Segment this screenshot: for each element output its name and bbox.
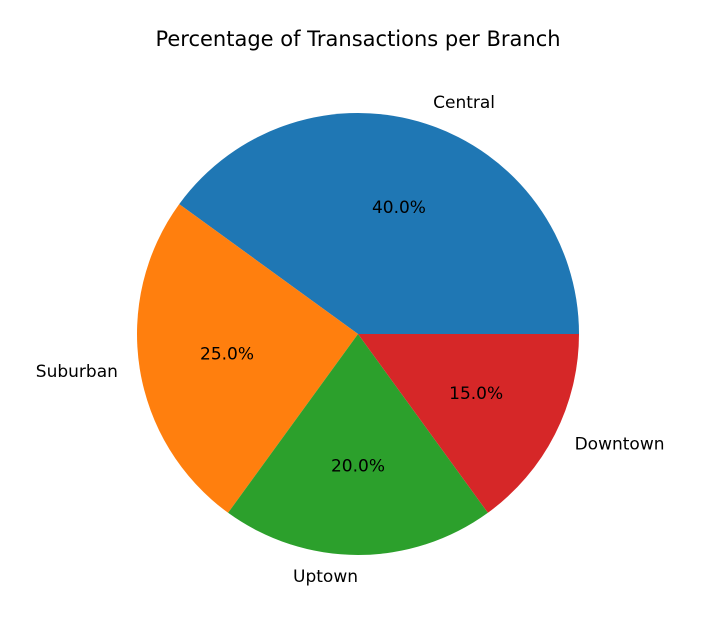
pct-label-downtown: 15.0% [449,384,503,404]
pct-label-central: 40.0% [372,198,426,218]
pie-slice-central [179,113,579,334]
pie-slice-uptown [228,334,488,556]
slice-label-uptown: Uptown [293,567,358,587]
pie-slice-suburban [137,204,358,513]
pie-slices [137,113,579,556]
pie-labels: Central 40.0% Suburban 25.0% Uptown 20.0% Down… [36,93,665,587]
slice-label-central: Central [433,93,495,113]
chart-title: Percentage of Transactions per Branch [155,27,560,51]
slice-label-downtown: Downtown [575,434,665,454]
slice-label-suburban: Suburban [36,362,118,382]
pie-slice-downtown [358,334,579,513]
pct-label-suburban: 25.0% [200,345,254,365]
pct-label-uptown: 20.0% [331,457,385,477]
